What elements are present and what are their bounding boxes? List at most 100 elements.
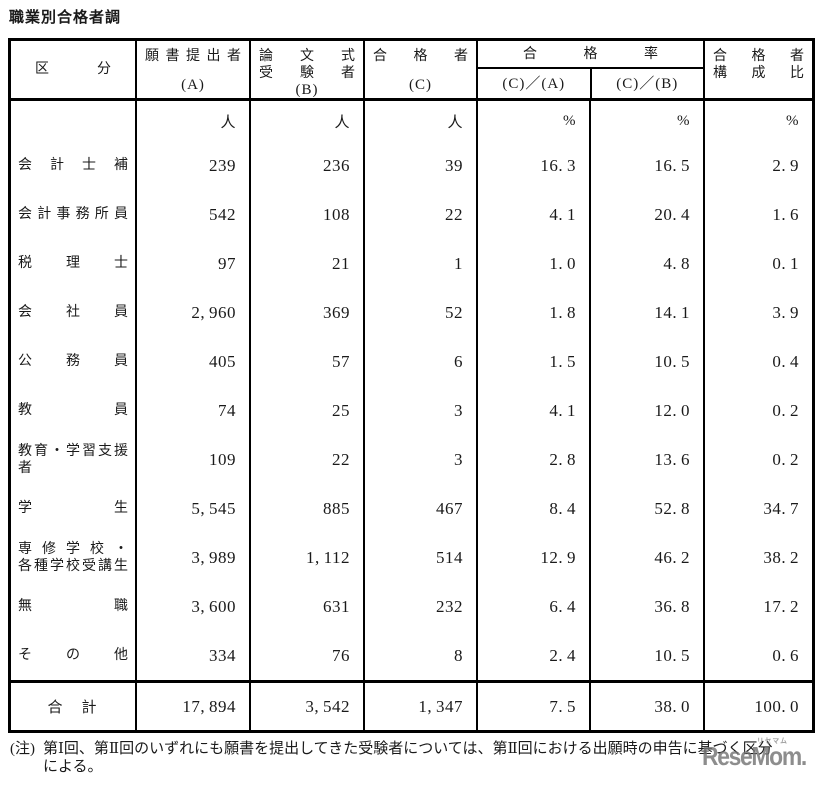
- unit-cell: %: [478, 101, 591, 141]
- value-cell: 20. 4: [591, 190, 705, 239]
- row-label: その他: [11, 631, 137, 680]
- row-label-line: 教員: [18, 403, 128, 418]
- header-applicants: 願書提出者 (A): [137, 41, 251, 101]
- unit-cell: %: [786, 112, 799, 129]
- unit-cell: %: [591, 101, 705, 141]
- header-passers-sub: (C): [409, 77, 432, 93]
- header-essay-line2: 受験者: [259, 66, 355, 81]
- row-label-line: 会計士補: [18, 158, 128, 173]
- row-label: 会計士補: [11, 141, 137, 190]
- row-label-line: 税理士: [18, 256, 128, 271]
- value-cell: 4. 1: [478, 190, 591, 239]
- value-cell: 0. 2: [772, 400, 799, 420]
- value-cell: 8. 4: [478, 484, 591, 533]
- value-cell: 1. 8: [478, 288, 591, 337]
- value-cell: 12. 9: [478, 533, 591, 582]
- row-label: 税理士: [11, 239, 137, 288]
- footnote: (注) 第Ⅰ回、第Ⅱ回のいずれにも願書を提出してきた受験者については、第Ⅱ回にお…: [10, 740, 814, 776]
- value-cell: 14. 1: [591, 288, 705, 337]
- value-cell: 21: [251, 239, 365, 288]
- value-cell: 467: [365, 484, 478, 533]
- value-cell: 16. 3: [478, 141, 591, 190]
- header-category-label: 区分: [35, 62, 111, 77]
- page-title: 職業別合格者調: [9, 9, 122, 26]
- unit-cell: 人: [365, 101, 478, 141]
- value-cell: 10. 5: [591, 337, 705, 386]
- value-cell: 3, 600: [137, 582, 251, 631]
- value-cell: 6. 4: [478, 582, 591, 631]
- value-cell: 52: [365, 288, 478, 337]
- value-cell: 3: [365, 386, 478, 435]
- value-cell: 2. 4: [478, 631, 591, 680]
- row-label-line: 会計事務所員: [18, 207, 128, 222]
- value-cell: 74: [137, 386, 251, 435]
- value-cell: 108: [251, 190, 365, 239]
- row-label-line: 無職: [18, 599, 128, 614]
- row-label-line: 専修学校・: [18, 541, 128, 557]
- row-label: 学生: [11, 484, 137, 533]
- footnote-marker: (注): [10, 741, 35, 757]
- header-rate-cb: (C)／(B): [616, 76, 679, 92]
- total-value-cell: 100. 0: [705, 680, 812, 730]
- value-cell: 3. 9: [772, 302, 799, 322]
- value-cell: 1: [365, 239, 478, 288]
- value-cell: 0. 4: [772, 351, 799, 371]
- footnote-line2: による。: [43, 759, 103, 775]
- header-pass-rate: 合格率: [478, 41, 703, 69]
- value-cell: 52. 8: [591, 484, 705, 533]
- footnote-line1: 第Ⅰ回、第Ⅱ回のいずれにも願書を提出してきた受験者については、第Ⅱ回における出願…: [43, 741, 773, 757]
- value-cell: 0. 6: [772, 645, 799, 665]
- row-label-line: その他: [18, 648, 128, 663]
- row-label: 公務員: [11, 337, 137, 386]
- header-passers-label: 合格者: [373, 49, 468, 64]
- row-label: 会計事務所員: [11, 190, 137, 239]
- header-rate-ca: (C)／(A): [478, 69, 592, 98]
- value-cell: 34. 7: [763, 498, 799, 518]
- resemom-logo-text: ReseMom.: [702, 741, 807, 771]
- value-cell: 10. 5: [591, 631, 705, 680]
- units-row-spacer: [11, 101, 137, 141]
- row-label-line: 教育・学習支援者: [18, 443, 128, 476]
- value-cell: 631: [251, 582, 365, 631]
- row-label: 会社員: [11, 288, 137, 337]
- value-cell: 514: [365, 533, 478, 582]
- value-cell: 885: [251, 484, 365, 533]
- value-cell: 0. 1: [772, 253, 799, 273]
- header-essay-sub: (B): [295, 82, 319, 98]
- header-applicants-label: 願書提出者: [145, 49, 241, 64]
- total-value-cell: 7. 5: [478, 680, 591, 730]
- value-cell: 57: [251, 337, 365, 386]
- value-cell: 232: [365, 582, 478, 631]
- header-composition-ratio: 合格者 構成比: [705, 41, 812, 101]
- value-cell: 3, 989: [137, 533, 251, 582]
- pass-rate-table: 区分 願書提出者 (A) 論文式 受験者 (B) 合格者 (C) 合格率 (C)…: [8, 38, 815, 733]
- header-passers: 合格者 (C): [365, 41, 478, 101]
- value-cell: 109: [137, 435, 251, 484]
- total-value-cell: 1, 347: [365, 680, 478, 730]
- header-applicants-sub: (A): [181, 77, 205, 93]
- value-cell: 38. 2: [763, 547, 799, 567]
- resemom-watermark: リセマム ReseMom.: [702, 738, 807, 772]
- row-label: 教育・学習支援者: [11, 435, 137, 484]
- value-cell: 1. 0: [478, 239, 591, 288]
- value-cell: 13. 6: [591, 435, 705, 484]
- value-cell: 8: [365, 631, 478, 680]
- total-value-cell: 17, 894: [137, 680, 251, 730]
- resemom-kana-label: リセマム: [756, 738, 788, 745]
- header-essay-examinees: 論文式 受験者 (B): [251, 41, 365, 101]
- value-cell: 97: [137, 239, 251, 288]
- value-cell: 1. 6: [772, 204, 799, 224]
- value-cell: 17. 2: [763, 596, 799, 616]
- value-cell: 22: [365, 190, 478, 239]
- value-cell: 1. 5: [478, 337, 591, 386]
- value-cell: 12. 0: [591, 386, 705, 435]
- value-cell: 4. 8: [591, 239, 705, 288]
- value-cell: 0. 2: [772, 449, 799, 469]
- total-value-cell: 3, 542: [251, 680, 365, 730]
- header-essay-line1: 論文式: [259, 49, 355, 64]
- unit-cell: 人: [251, 101, 365, 141]
- header-pass-rate-group: 合格率 (C)／(A) (C)／(B): [478, 41, 705, 101]
- value-cell: 542: [137, 190, 251, 239]
- row-label-line: 公務員: [18, 354, 128, 369]
